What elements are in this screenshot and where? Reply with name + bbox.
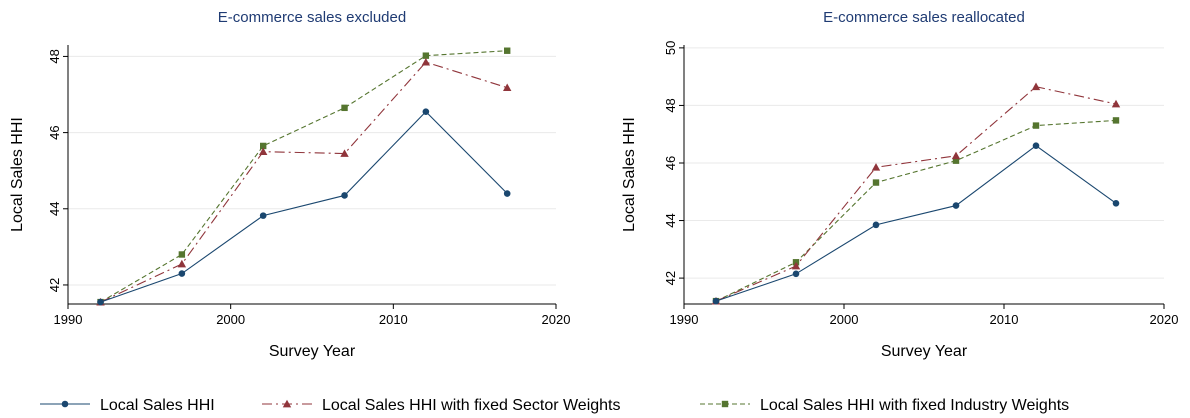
chart-title: E-commerce sales excluded <box>218 9 406 26</box>
data-point <box>422 108 430 115</box>
x-tick-label: 2010 <box>990 312 1019 327</box>
data-point <box>1112 199 1120 207</box>
y-tick-label: 46 <box>47 125 62 139</box>
y-tick-label: 48 <box>663 98 678 112</box>
x-tick-label: 2020 <box>1150 312 1179 327</box>
series-line-2 <box>715 86 1117 302</box>
legend-marker-2 <box>282 399 292 408</box>
legend-marker-3 <box>721 400 729 408</box>
data-point <box>872 221 880 229</box>
x-tick-label: 1990 <box>670 312 699 327</box>
y-tick-label: 42 <box>47 278 62 292</box>
data-point <box>504 47 511 54</box>
chart-title: E-commerce sales reallocated <box>823 9 1025 26</box>
series-line-2 <box>100 61 508 303</box>
data-point <box>341 104 348 112</box>
series-line-1 <box>715 145 1117 302</box>
data-point <box>712 297 720 305</box>
data-point <box>952 157 960 164</box>
data-point <box>952 202 960 209</box>
data-point <box>259 147 268 156</box>
data-point <box>792 270 800 278</box>
series-line-1 <box>100 110 508 303</box>
y-axis-label: Local Sales HHI <box>9 117 26 232</box>
data-point <box>872 179 880 186</box>
y-tick-label: 42 <box>663 271 678 285</box>
data-point <box>951 151 961 160</box>
data-point <box>422 52 430 59</box>
data-point <box>341 192 348 199</box>
legend-marker-1 <box>61 400 69 408</box>
y-tick-label: 44 <box>663 213 678 227</box>
x-tick-label: 2020 <box>542 312 571 327</box>
x-axis-label: Survey Year <box>269 343 356 360</box>
series-line-3 <box>715 119 1117 302</box>
legend-label-2: Local Sales HHI with fixed Sector Weight… <box>322 397 621 414</box>
chart-panel-2: E-commerce sales reallocated 42 44 46 48 50 19… <box>621 9 1178 360</box>
data-point <box>259 212 267 219</box>
y-tick-label: 50 <box>663 41 678 55</box>
legend: Local Sales HHI Local Sales HHI with fixe… <box>40 397 1069 414</box>
x-tick-label: 2000 <box>830 312 859 327</box>
y-tick-label: 46 <box>663 156 678 170</box>
data-point <box>1031 82 1041 91</box>
x-tick-label: 1990 <box>54 312 83 327</box>
data-point <box>177 259 187 268</box>
data-point <box>260 142 267 150</box>
data-point <box>1112 117 1120 124</box>
data-point <box>1032 142 1040 150</box>
y-axis-label: Local Sales HHI <box>621 117 638 232</box>
x-tick-label: 2000 <box>216 312 245 327</box>
data-point <box>503 83 512 92</box>
chart-panel-1: E-commerce sales excluded 42 44 46 48 1990 200… <box>9 9 570 360</box>
y-tick-label: 48 <box>47 49 62 63</box>
data-point <box>340 149 349 157</box>
legend-label-1: Local Sales HHI <box>100 397 215 414</box>
y-tick-label: 44 <box>47 202 62 216</box>
data-point <box>1032 122 1040 129</box>
x-axis-label: Survey Year <box>881 343 968 360</box>
data-point <box>503 190 511 197</box>
data-point <box>421 57 431 66</box>
legend-label-3: Local Sales HHI with fixed Industry Weig… <box>760 397 1069 414</box>
data-point <box>791 261 801 270</box>
data-point <box>178 251 186 258</box>
data-point <box>1111 99 1121 108</box>
series-line-3 <box>100 50 508 303</box>
data-point <box>97 298 104 306</box>
data-point <box>871 163 881 171</box>
x-tick-label: 2010 <box>379 312 408 327</box>
data-point <box>178 270 186 277</box>
